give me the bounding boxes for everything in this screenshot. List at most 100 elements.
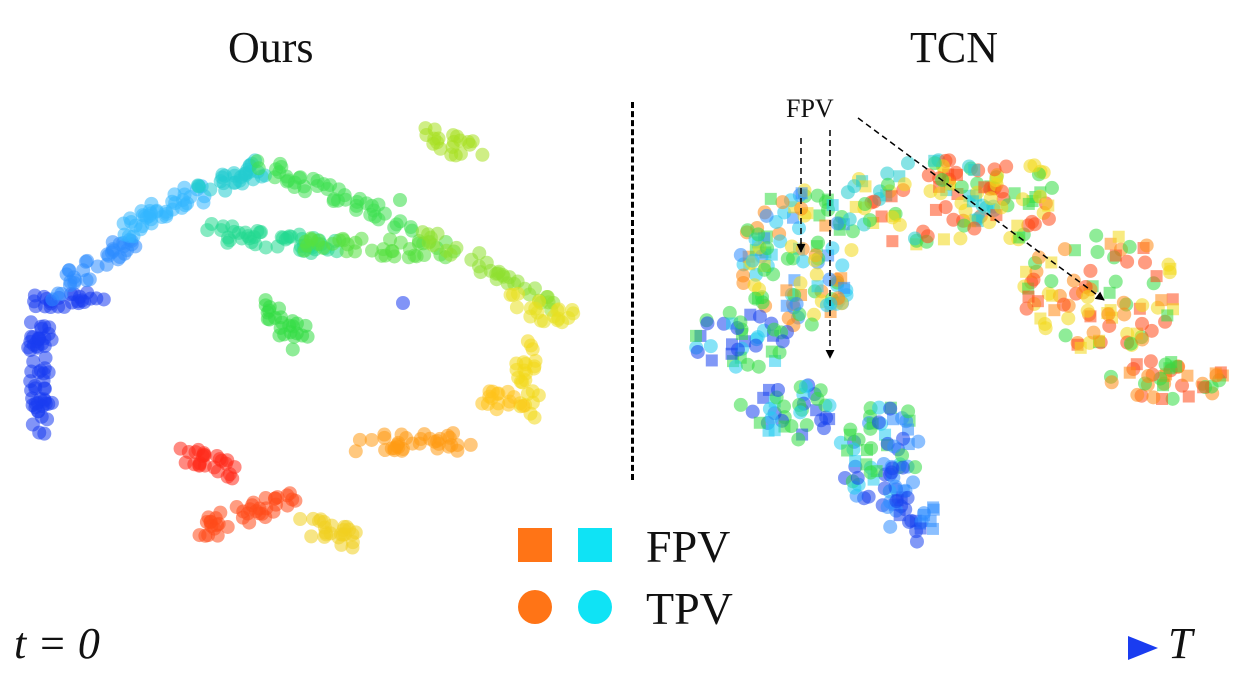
ours-point <box>421 235 436 250</box>
tcn-point <box>871 415 886 430</box>
ours-scatter <box>21 121 581 555</box>
tcn-point <box>753 416 766 429</box>
tcn-point <box>1090 245 1105 260</box>
ours-point <box>65 295 80 310</box>
tcn-point <box>1080 290 1095 305</box>
tcn-point <box>789 296 804 311</box>
tcn-point <box>861 489 876 504</box>
ours-point <box>513 374 528 389</box>
tcn-point <box>999 159 1014 174</box>
tcn-point <box>733 397 748 412</box>
ours-point <box>479 255 494 270</box>
ours-point <box>24 364 39 379</box>
tcn-point <box>968 163 981 176</box>
ours-point <box>475 147 490 162</box>
tcn-point <box>722 305 737 320</box>
ours-point <box>68 273 83 288</box>
tcn-point <box>938 200 953 215</box>
ours-point <box>439 243 454 258</box>
tcn-point <box>705 354 718 367</box>
tcn-point <box>745 253 760 268</box>
ours-point <box>23 343 38 358</box>
ours-point <box>528 353 543 368</box>
tcn-point <box>872 400 887 415</box>
tcn-point <box>843 422 858 437</box>
annotation-arrow-3 <box>857 117 1105 301</box>
ours-point <box>209 518 224 533</box>
tcn-point <box>908 460 923 475</box>
tcn-point <box>1031 250 1046 265</box>
ours-point <box>354 231 369 246</box>
tcn-point <box>883 519 898 534</box>
tcn-point <box>775 195 790 210</box>
tcn-point <box>1141 368 1156 383</box>
ours-point <box>352 432 367 447</box>
ours-point <box>272 328 287 343</box>
tcn-point <box>780 284 793 297</box>
tcn-point <box>914 522 927 535</box>
ours-point <box>293 512 308 527</box>
tcn-point <box>784 239 799 254</box>
ours-point <box>320 182 335 197</box>
tcn-point <box>1061 311 1076 326</box>
tcn-point <box>819 219 832 232</box>
ours-point <box>516 398 531 413</box>
ours-point <box>450 129 465 144</box>
tcn-point <box>1020 265 1033 278</box>
tcn-point <box>954 179 969 194</box>
tcn-point <box>895 460 910 475</box>
panel-divider <box>631 102 634 480</box>
tcn-point <box>792 221 807 236</box>
tcn-point <box>933 186 948 201</box>
tcn-point <box>1022 197 1035 210</box>
ours-point <box>252 501 267 516</box>
tcn-point <box>725 347 738 360</box>
tcn-scatter <box>689 153 1229 549</box>
tcn-point <box>1022 282 1035 295</box>
tcn-point <box>887 413 900 426</box>
tcn-point <box>1046 289 1059 302</box>
tcn-point <box>1074 341 1087 354</box>
tcn-point <box>764 411 779 426</box>
tcn-point <box>736 268 751 283</box>
tcn-point <box>987 162 1002 177</box>
tcn-point <box>1117 307 1132 322</box>
tcn-point <box>838 281 851 294</box>
tcn-point <box>835 258 850 273</box>
ours-point <box>442 430 457 445</box>
ours-point <box>317 529 332 544</box>
tcn-point <box>927 501 940 514</box>
ours-point <box>431 131 446 146</box>
tcn-point <box>1165 391 1180 406</box>
ours-point <box>331 182 346 197</box>
ours-point <box>300 238 315 253</box>
tcn-point <box>690 329 703 342</box>
tcn-point <box>884 465 899 480</box>
tcn-point <box>748 338 763 353</box>
ours-point <box>412 436 427 451</box>
tcn-point <box>1143 354 1158 369</box>
ours-point <box>532 294 547 309</box>
ours-point <box>203 182 218 197</box>
ours-point <box>218 456 233 471</box>
tcn-point <box>862 213 877 228</box>
ours-point <box>525 384 540 399</box>
legend-tpv-cyan-circle <box>578 590 612 624</box>
tcn-point <box>1080 303 1095 318</box>
annotation-fpv-label: FPV <box>786 94 834 123</box>
tcn-point <box>1161 309 1174 322</box>
ours-point <box>229 500 244 515</box>
ours-point <box>306 511 321 526</box>
ours-point <box>555 315 570 330</box>
legend-fpv-cyan-square <box>578 528 612 562</box>
tcn-point <box>877 481 892 496</box>
ours-point <box>267 170 282 185</box>
tcn-point <box>826 199 839 212</box>
ours-point <box>403 220 418 235</box>
ours-point <box>490 386 505 401</box>
tcn-point <box>966 195 979 208</box>
tcn-point <box>1175 378 1190 393</box>
ours-point <box>135 219 150 234</box>
tcn-point <box>880 166 895 181</box>
ours-point <box>364 432 379 447</box>
